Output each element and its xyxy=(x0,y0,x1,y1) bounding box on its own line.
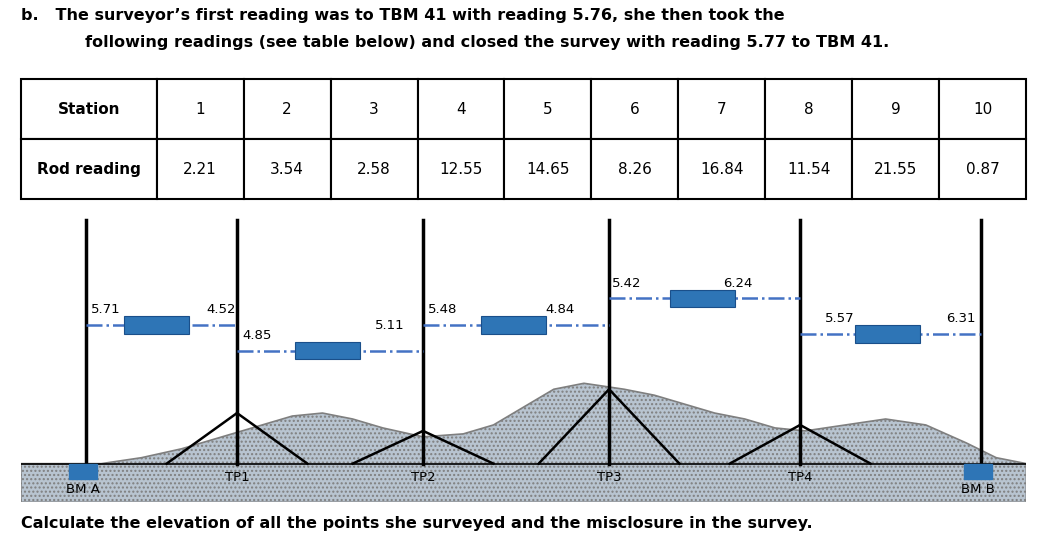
Bar xyxy=(940,139,1026,199)
Bar xyxy=(480,316,546,334)
Text: 2.21: 2.21 xyxy=(183,162,217,177)
Text: 2.58: 2.58 xyxy=(357,162,391,177)
Bar xyxy=(678,79,766,139)
Bar xyxy=(852,79,940,139)
Bar xyxy=(504,139,592,199)
Text: 6.24: 6.24 xyxy=(723,277,752,289)
Bar xyxy=(418,79,504,139)
Text: Calculate the elevation of all the points she surveyed and the misclosure in the: Calculate the elevation of all the point… xyxy=(21,516,813,531)
Bar xyxy=(244,79,330,139)
Text: 1: 1 xyxy=(195,102,205,117)
Text: 8: 8 xyxy=(804,102,814,117)
Text: following readings (see table below) and closed the survey with reading 5.77 to : following readings (see table below) and… xyxy=(57,35,890,50)
Bar xyxy=(330,79,418,139)
Text: 6.31: 6.31 xyxy=(946,312,975,325)
Text: 3: 3 xyxy=(369,102,379,117)
Text: Station: Station xyxy=(57,102,120,117)
Text: 11.54: 11.54 xyxy=(788,162,830,177)
Bar xyxy=(295,342,361,359)
Bar xyxy=(418,139,504,199)
Text: 4: 4 xyxy=(456,102,466,117)
Bar xyxy=(592,79,678,139)
Bar xyxy=(21,139,156,199)
Text: BM B: BM B xyxy=(961,483,995,496)
Bar xyxy=(69,464,97,478)
Text: 0.87: 0.87 xyxy=(966,162,999,177)
Text: 5.42: 5.42 xyxy=(612,277,642,289)
Text: TP1: TP1 xyxy=(225,471,249,484)
Text: 4.84: 4.84 xyxy=(546,304,575,316)
Text: 6: 6 xyxy=(630,102,640,117)
Bar xyxy=(592,139,678,199)
Text: 5.71: 5.71 xyxy=(92,304,121,316)
Text: TP2: TP2 xyxy=(411,471,436,484)
Text: 14.65: 14.65 xyxy=(526,162,570,177)
Bar xyxy=(766,139,852,199)
Bar xyxy=(670,289,736,307)
Text: 12.55: 12.55 xyxy=(440,162,482,177)
Text: 21.55: 21.55 xyxy=(874,162,918,177)
Bar xyxy=(964,464,992,478)
Text: 7: 7 xyxy=(717,102,726,117)
Polygon shape xyxy=(21,383,1026,502)
Text: 5: 5 xyxy=(543,102,553,117)
Bar xyxy=(852,139,940,199)
Bar xyxy=(244,139,330,199)
Text: 9: 9 xyxy=(891,102,900,117)
Bar xyxy=(124,316,190,334)
Text: 16.84: 16.84 xyxy=(700,162,744,177)
Text: Rod reading: Rod reading xyxy=(36,162,141,177)
Bar xyxy=(678,139,766,199)
Text: TP3: TP3 xyxy=(597,471,621,484)
Text: BM A: BM A xyxy=(67,483,100,496)
Bar xyxy=(504,79,592,139)
Bar xyxy=(21,79,156,139)
Text: 3.54: 3.54 xyxy=(270,162,304,177)
Text: b.   The surveyor’s first reading was to TBM 41 with reading 5.76, she then took: b. The surveyor’s first reading was to T… xyxy=(21,8,785,23)
Text: 10: 10 xyxy=(973,102,993,117)
Text: 2: 2 xyxy=(282,102,292,117)
Text: 4.85: 4.85 xyxy=(242,329,271,342)
Text: 4.52: 4.52 xyxy=(207,304,237,316)
Bar xyxy=(156,79,244,139)
Text: 5.48: 5.48 xyxy=(428,304,457,316)
Text: 5.57: 5.57 xyxy=(825,312,854,325)
Bar xyxy=(766,79,852,139)
Bar xyxy=(330,139,418,199)
Bar xyxy=(854,325,920,343)
Text: TP4: TP4 xyxy=(788,471,813,484)
Bar xyxy=(156,139,244,199)
Text: 5.11: 5.11 xyxy=(375,319,404,332)
Text: 8.26: 8.26 xyxy=(618,162,652,177)
Bar xyxy=(940,79,1026,139)
